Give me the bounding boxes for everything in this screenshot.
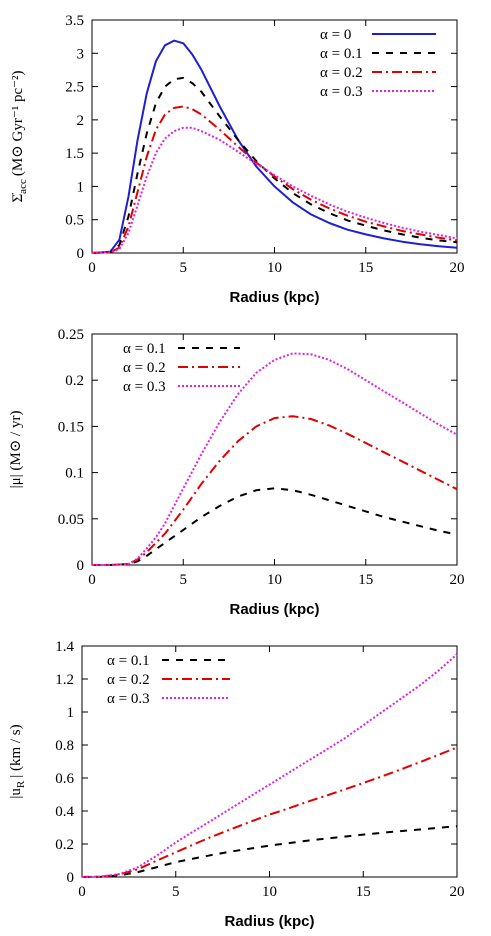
y-tick-label: 0.8 [55, 738, 74, 754]
series-line-1 [92, 487, 458, 566]
y-axis-label-main: |μ| (M⊙ / yr) [8, 411, 24, 489]
x-tick-label: 20 [450, 572, 465, 588]
series-line-3 [91, 105, 458, 254]
y-tick-label: 1 [77, 179, 85, 195]
y-tick-label: 3 [77, 46, 85, 62]
y-tick-label: 0.05 [58, 512, 84, 528]
series-line-2 [92, 415, 458, 566]
x-tick-label: 15 [358, 260, 373, 276]
x-tick-label: 20 [450, 260, 465, 276]
series-line-4 [91, 126, 458, 254]
y-tick-label: 0.5 [65, 213, 84, 229]
y-tick-label: 0.1 [65, 466, 84, 482]
legend-label: α = 0.3 [107, 691, 150, 707]
legend-label: α = 0 [320, 27, 351, 43]
x-tick-label: 0 [88, 572, 96, 588]
series-line-3 [81, 653, 458, 878]
y-tick-label: 0.25 [58, 327, 84, 343]
y-axis-label-sub: acc [17, 179, 29, 194]
legend-label: α = 0.1 [123, 341, 166, 357]
series-line-2 [91, 76, 458, 254]
y-axis-label-main: |u [8, 788, 24, 799]
y-axis-label-units: (M⊙ Gyr⁻¹ pc⁻²) [10, 70, 26, 176]
y-tick-label: 0.6 [55, 771, 74, 787]
y-tick-label: 0 [77, 558, 85, 574]
y-tick-label: 0.2 [55, 837, 74, 853]
y-tick-label: 0.15 [58, 419, 84, 435]
x-tick-label: 0 [78, 884, 86, 900]
x-tick-label: 20 [450, 884, 465, 900]
y-tick-label: 1.5 [65, 146, 84, 162]
x-tick-label: 5 [180, 572, 188, 588]
y-tick-label: 1.2 [55, 672, 74, 688]
legend-label: α = 0.1 [107, 653, 150, 669]
series-line-3 [92, 352, 458, 566]
y-tick-label: 2.5 [65, 80, 84, 96]
chart-3: 0 5 10 15 20 0 0.2 0.4 0.6 0.8 1 1.2 1.4 Radius (kpc)… [8, 639, 465, 930]
y-tick-label: 3.5 [65, 13, 84, 29]
series-line-2 [81, 746, 458, 878]
y-axis-label: |μ| (M⊙ / yr) [8, 411, 24, 489]
y-tick-label: 0 [77, 246, 85, 262]
y-tick-label: 1.4 [55, 639, 74, 655]
chart-1: 0 5 10 15 20 0 0.5 1 1.5 2 2.5 3 3.5 Radius (kpc) Σ̇ac… [10, 13, 465, 306]
legend-label: α = 0.2 [123, 360, 166, 376]
y-axis-label: |uR | (km / s) [8, 724, 27, 798]
legend-label: α = 0.3 [123, 379, 166, 395]
series-line-1 [81, 825, 458, 878]
legend-label: α = 0.1 [320, 46, 363, 62]
chart-2: 0 5 10 15 20 0 0.05 0.1 0.15 0.2 0.25 Radius (kpc) |… [8, 327, 465, 618]
y-tick-label: 0 [67, 870, 75, 886]
x-tick-label: 10 [267, 260, 282, 276]
x-axis-label: Radius (kpc) [229, 289, 319, 306]
x-tick-label: 15 [358, 572, 373, 588]
x-tick-label: 15 [356, 884, 371, 900]
y-tick-label: 0.4 [55, 804, 74, 820]
x-axis-label: Radius (kpc) [224, 913, 314, 930]
y-tick-label: 0.2 [65, 373, 84, 389]
x-tick-label: 10 [267, 572, 282, 588]
y-axis-label: Σ̇acc (M⊙ Gyr⁻¹ pc⁻²) [10, 70, 29, 202]
y-tick-label: 2 [77, 113, 85, 129]
x-axis-label: Radius (kpc) [229, 601, 319, 618]
x-tick-label: 5 [180, 260, 188, 276]
y-tick-label: 1 [67, 705, 75, 721]
x-tick-label: 10 [262, 884, 277, 900]
legend-label: α = 0.2 [320, 65, 363, 81]
y-axis-label-units: | (km / s) [8, 724, 24, 777]
x-tick-label: 5 [172, 884, 180, 900]
legend-label: α = 0.2 [107, 672, 150, 688]
y-axis-label-main: Σ̇ [10, 193, 26, 203]
series-line-1 [91, 39, 458, 254]
legend-label: α = 0.3 [320, 84, 363, 100]
y-axis-label-sub: R [15, 780, 27, 788]
x-tick-label: 0 [88, 260, 96, 276]
